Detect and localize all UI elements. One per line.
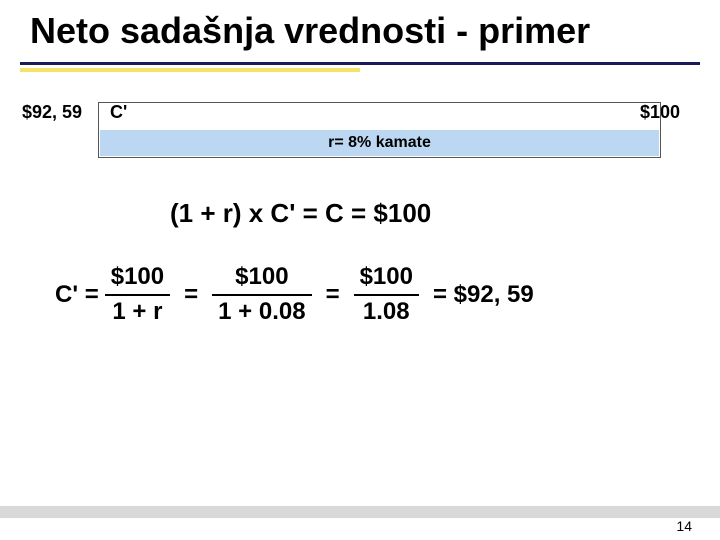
eq2-frac-1: $100 1 + r — [105, 263, 170, 327]
eq2-f2-den: 1 + 0.08 — [212, 296, 311, 327]
eq2-frac-3: $100 1.08 — [354, 263, 419, 327]
timeline-rate-label: r= 8% kamate — [98, 134, 661, 152]
equation-1: (1 + r) x C' = C = $100 — [170, 198, 431, 229]
eq2-lhs: C' = — [55, 281, 99, 309]
eq2-f3-num: $100 — [354, 263, 419, 294]
eq2-result: = $92, 59 — [433, 281, 534, 309]
eq2-f3-den: 1.08 — [357, 296, 416, 327]
page-number: 14 — [676, 518, 692, 534]
footer-bar — [0, 506, 720, 518]
title-accent — [20, 68, 360, 72]
timeline-left-value: $92, 59 — [22, 102, 82, 123]
eq2-f2-num: $100 — [229, 263, 294, 294]
equation-2: C' = $100 1 + r = $100 1 + 0.08 = $100 1… — [55, 263, 542, 327]
slide-title: Neto sadašnja vrednosti - primer — [30, 10, 590, 52]
eq2-frac-2: $100 1 + 0.08 — [212, 263, 311, 327]
eq2-f1-den: 1 + r — [106, 296, 168, 327]
eq2-f1-num: $100 — [105, 263, 170, 294]
eq2-sep-1: = — [184, 281, 198, 309]
title-rule — [20, 62, 700, 65]
eq2-sep-2: = — [326, 281, 340, 309]
